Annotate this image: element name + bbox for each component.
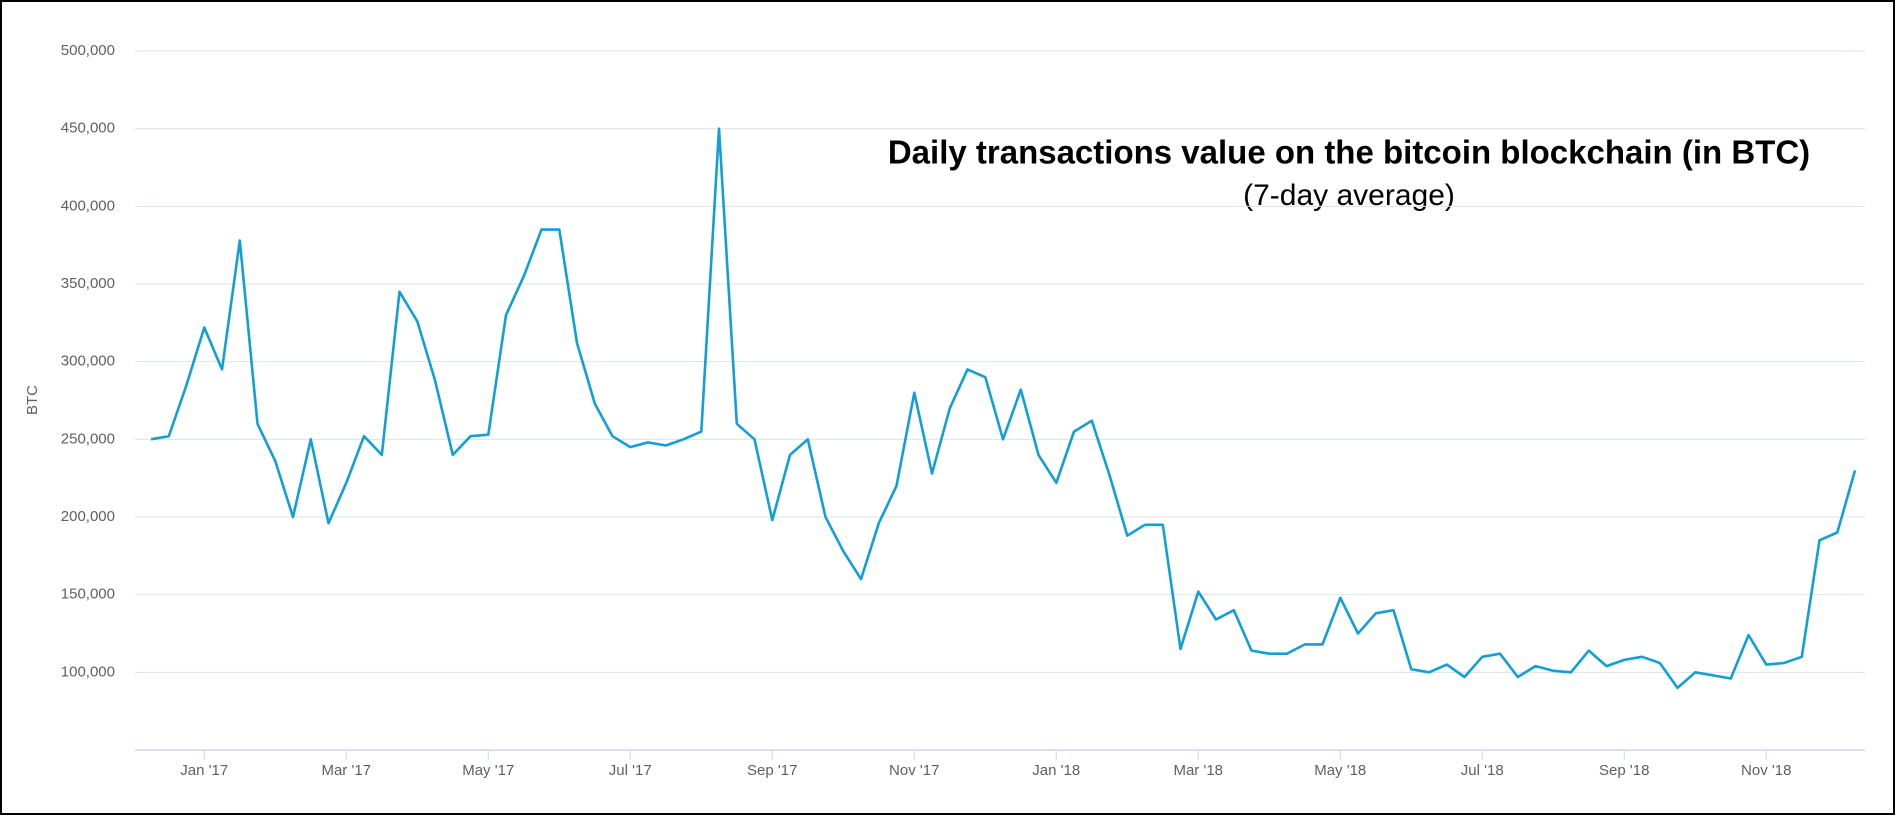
x-tick-label: Jan '18 <box>1032 762 1080 779</box>
chart-title: Daily transactions value on the bitcoin … <box>888 134 1810 171</box>
x-tick-label: Jan '17 <box>180 762 228 779</box>
x-tick-label: Mar '17 <box>321 762 371 779</box>
x-tick-label: May '17 <box>462 762 514 779</box>
y-tick-label: 150,000 <box>61 586 115 603</box>
x-tick-label: Sep '18 <box>1599 762 1649 779</box>
y-tick-label: 450,000 <box>61 120 115 137</box>
data-line <box>150 127 1857 690</box>
x-tick-label: Jul '17 <box>609 762 652 779</box>
chart-subtitle: (7-day average) <box>1243 179 1455 212</box>
y-tick-label: 350,000 <box>61 275 115 292</box>
y-tick-label: 100,000 <box>61 663 115 680</box>
y-axis-title: BTC <box>24 385 41 415</box>
x-tick-label: Nov '17 <box>889 762 939 779</box>
x-tick-label: Jul '18 <box>1461 762 1504 779</box>
y-tick-label: 250,000 <box>61 430 115 447</box>
x-tick-label: Mar '18 <box>1173 762 1223 779</box>
y-tick-label: 500,000 <box>61 42 115 59</box>
x-tick-label: May '18 <box>1314 762 1366 779</box>
x-tick-label: Sep '17 <box>747 762 797 779</box>
y-tick-label: 400,000 <box>61 197 115 214</box>
x-tick-label: Nov '18 <box>1741 762 1791 779</box>
y-tick-label: 300,000 <box>61 353 115 370</box>
y-tick-label: 200,000 <box>61 508 115 525</box>
